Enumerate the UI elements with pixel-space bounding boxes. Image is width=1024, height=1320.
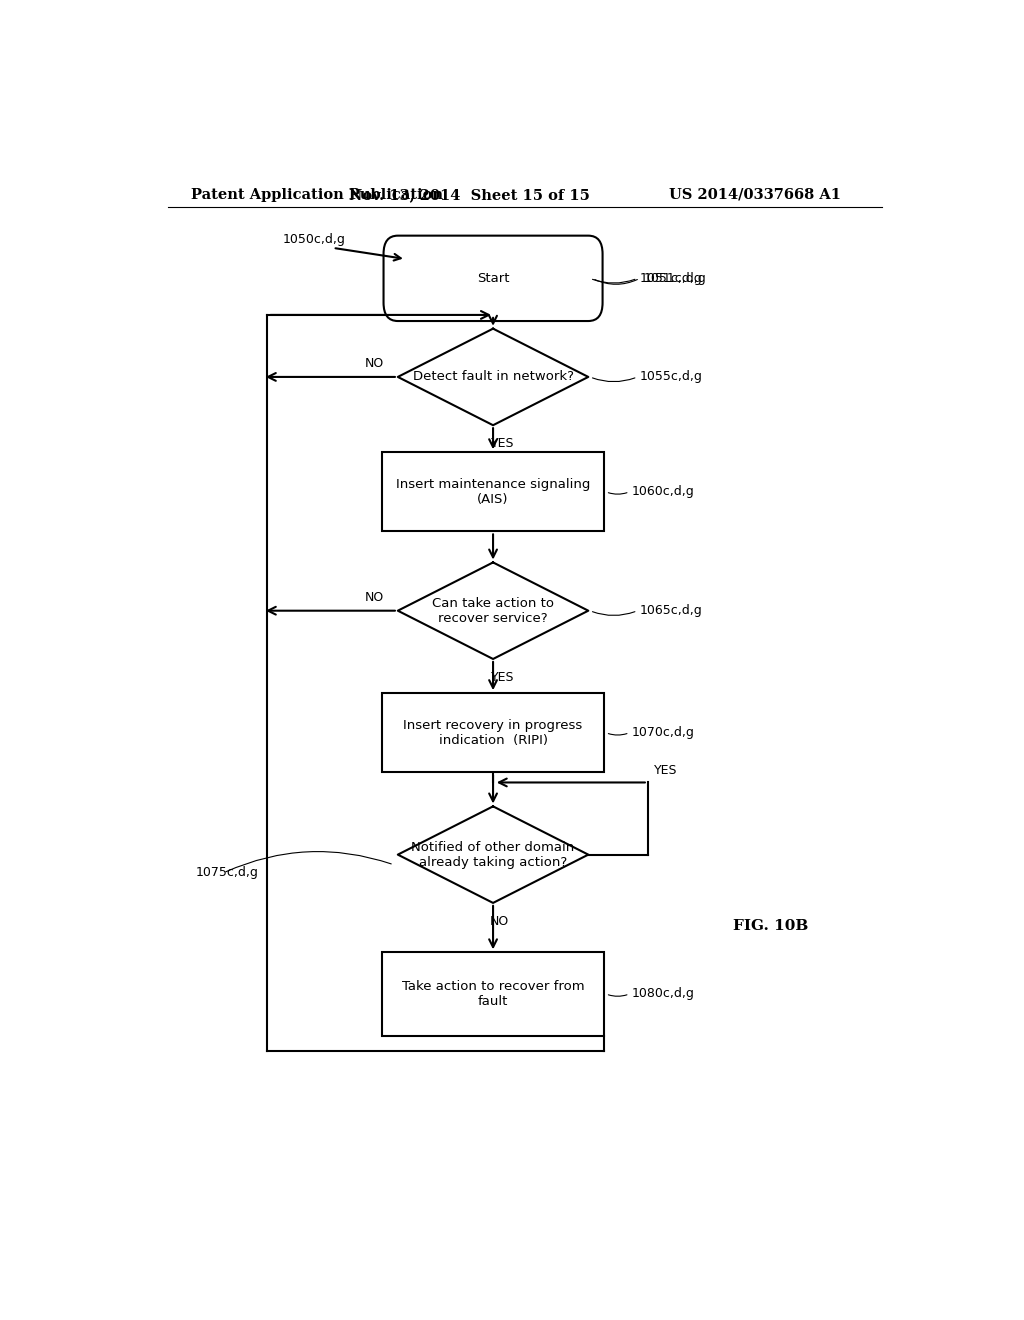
- Text: 1055c,d,g: 1055c,d,g: [640, 371, 702, 383]
- Text: 1051c,d,g: 1051c,d,g: [640, 272, 702, 285]
- Text: 1075c,d,g: 1075c,d,g: [196, 866, 258, 879]
- Text: YES: YES: [490, 437, 514, 450]
- Text: Insert recovery in progress
indication  (RIPI): Insert recovery in progress indication (…: [403, 718, 583, 747]
- Text: Patent Application Publication: Patent Application Publication: [191, 187, 443, 202]
- Text: NO: NO: [365, 358, 384, 370]
- Text: Start: Start: [477, 272, 509, 285]
- Text: Can take action to
recover service?: Can take action to recover service?: [432, 597, 554, 624]
- Text: Nov. 13, 2014  Sheet 15 of 15: Nov. 13, 2014 Sheet 15 of 15: [349, 187, 590, 202]
- Polygon shape: [397, 329, 588, 425]
- Text: NO: NO: [365, 591, 384, 605]
- Text: YES: YES: [490, 671, 514, 684]
- Bar: [382, 952, 604, 1036]
- Bar: [382, 693, 604, 772]
- Text: 1050c,d,g: 1050c,d,g: [283, 234, 346, 247]
- Text: Detect fault in network?: Detect fault in network?: [413, 371, 573, 383]
- Text: NO: NO: [489, 915, 509, 928]
- Text: Insert maintenance signaling
(AIS): Insert maintenance signaling (AIS): [396, 478, 590, 506]
- Polygon shape: [397, 807, 588, 903]
- Text: US 2014/0337668 A1: US 2014/0337668 A1: [669, 187, 841, 202]
- Text: YES: YES: [653, 764, 677, 776]
- Text: 1080c,d,g: 1080c,d,g: [632, 987, 695, 1001]
- Text: 1065c,d,g: 1065c,d,g: [640, 605, 702, 618]
- Text: 1051c,d,g: 1051c,d,g: [644, 272, 707, 285]
- Text: 1060c,d,g: 1060c,d,g: [632, 486, 694, 498]
- Text: Take action to recover from
fault: Take action to recover from fault: [401, 979, 585, 1008]
- Text: Notified of other domain
already taking action?: Notified of other domain already taking …: [412, 841, 574, 869]
- Text: FIG. 10B: FIG. 10B: [733, 919, 809, 933]
- FancyBboxPatch shape: [384, 236, 602, 321]
- Polygon shape: [397, 562, 588, 659]
- Text: 1070c,d,g: 1070c,d,g: [632, 726, 695, 739]
- Bar: [382, 453, 604, 532]
